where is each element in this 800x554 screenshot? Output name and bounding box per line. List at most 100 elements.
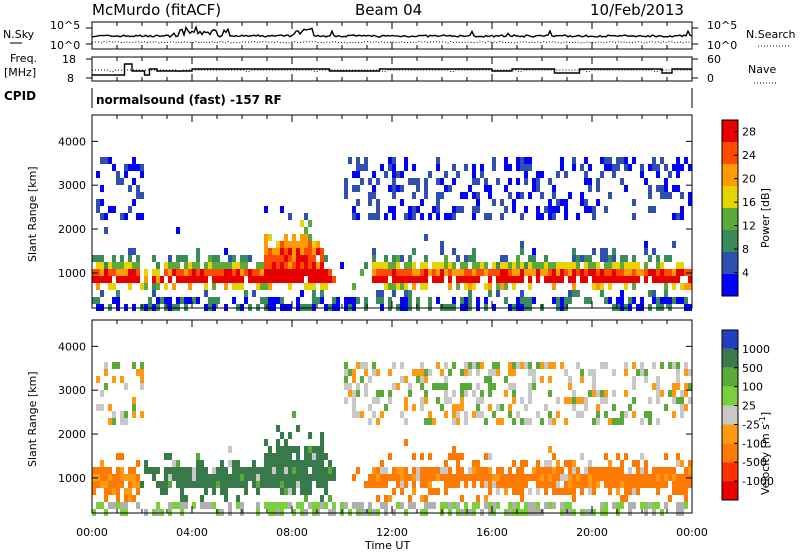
velocity-cell: [584, 404, 588, 411]
velocity-cell: [444, 502, 448, 509]
velocity-cell: [404, 439, 408, 446]
velocity-cell: [536, 460, 540, 467]
velocity-cell: [672, 390, 676, 397]
velocity-cell: [388, 453, 392, 460]
velocity-cell: [424, 390, 428, 397]
velocity-cell: [204, 467, 208, 474]
power-cell: [568, 290, 572, 297]
power-cell: [500, 276, 504, 283]
x-tick-label: 08:00: [276, 526, 308, 539]
power-cell: [376, 290, 380, 297]
velocity-cell: [492, 481, 496, 488]
velocity-cell: [396, 383, 400, 390]
power-colorbar-tick-label: 8: [742, 243, 749, 256]
velocity-cell: [128, 495, 132, 502]
velocity-cell: [648, 481, 652, 488]
power-cell: [284, 248, 288, 255]
power-cell: [660, 276, 664, 283]
power-cell: [248, 276, 252, 283]
velocity-cell: [300, 474, 304, 481]
velocity-cell: [460, 404, 464, 411]
power-cell: [448, 276, 452, 283]
velocity-cell: [164, 481, 168, 488]
power-cell: [652, 297, 656, 304]
velocity-cell: [632, 362, 636, 369]
power-cell: [548, 269, 552, 276]
power-cell: [472, 164, 476, 171]
velocity-cell: [516, 481, 520, 488]
power-cell: [232, 262, 236, 269]
power-cell: [400, 269, 404, 276]
power-cell: [460, 262, 464, 269]
velocity-cell: [616, 453, 620, 460]
velocity-cell: [112, 474, 116, 481]
velocity-cell: [636, 460, 640, 467]
power-cell: [304, 283, 308, 290]
velocity-cell: [504, 474, 508, 481]
velocity-cell: [396, 467, 400, 474]
velocity-cell: [352, 376, 356, 383]
power-cell: [252, 290, 256, 297]
power-cell: [660, 185, 664, 192]
velocity-cell: [488, 383, 492, 390]
power-cell: [392, 171, 396, 178]
power-cell: [392, 269, 396, 276]
velocity-cell: [564, 369, 568, 376]
velocity-cell: [684, 404, 688, 411]
power-cell: [624, 255, 628, 262]
velocity-cell: [100, 481, 104, 488]
velocity-colorbar-swatch: [722, 386, 738, 406]
power-cell: [176, 255, 180, 262]
velocity-cell: [600, 474, 604, 481]
power-cell: [512, 199, 516, 206]
power-cell: [272, 255, 276, 262]
power-cell: [544, 206, 548, 213]
velocity-cell: [556, 481, 560, 488]
velocity-cell: [672, 383, 676, 390]
power-cell: [260, 269, 264, 276]
velocity-cell: [100, 404, 104, 411]
power-cell: [672, 269, 676, 276]
velocity-cell: [164, 453, 168, 460]
power-cell: [316, 241, 320, 248]
velocity-cell: [304, 474, 308, 481]
velocity-cell: [424, 502, 428, 509]
power-cell: [308, 262, 312, 269]
power-cell: [160, 297, 164, 304]
power-cell: [428, 213, 432, 220]
velocity-cell: [480, 467, 484, 474]
velocity-cell: [356, 383, 360, 390]
power-cell: [620, 276, 624, 283]
velocity-cell: [516, 411, 520, 418]
velocity-cell: [456, 502, 460, 509]
power-cell: [468, 283, 472, 290]
power-cell: [528, 262, 532, 269]
velocity-cell: [116, 495, 120, 502]
power-cell: [380, 276, 384, 283]
velocity-cell: [456, 474, 460, 481]
velocity-cell: [508, 404, 512, 411]
power-cell: [268, 262, 272, 269]
velocity-cell: [536, 488, 540, 495]
velocity-cell: [612, 390, 616, 397]
power-cell: [500, 283, 504, 290]
velocity-cell: [540, 362, 544, 369]
power-cell: [436, 199, 440, 206]
power-cell: [524, 297, 528, 304]
power-cell: [308, 248, 312, 255]
power-cell: [324, 269, 328, 276]
velocity-cell: [288, 474, 292, 481]
velocity-cell: [568, 383, 572, 390]
velocity-cell: [312, 460, 316, 467]
velocity-cell: [180, 488, 184, 495]
power-cell: [456, 255, 460, 262]
x-tick-label: 00:00: [676, 526, 708, 539]
power-cell: [444, 262, 448, 269]
velocity-cell: [532, 369, 536, 376]
power-cell: [320, 290, 324, 297]
power-cell: [448, 262, 452, 269]
velocity-cell: [148, 467, 152, 474]
velocity-cell: [596, 481, 600, 488]
power-cell: [560, 199, 564, 206]
velocity-cell: [512, 502, 516, 509]
